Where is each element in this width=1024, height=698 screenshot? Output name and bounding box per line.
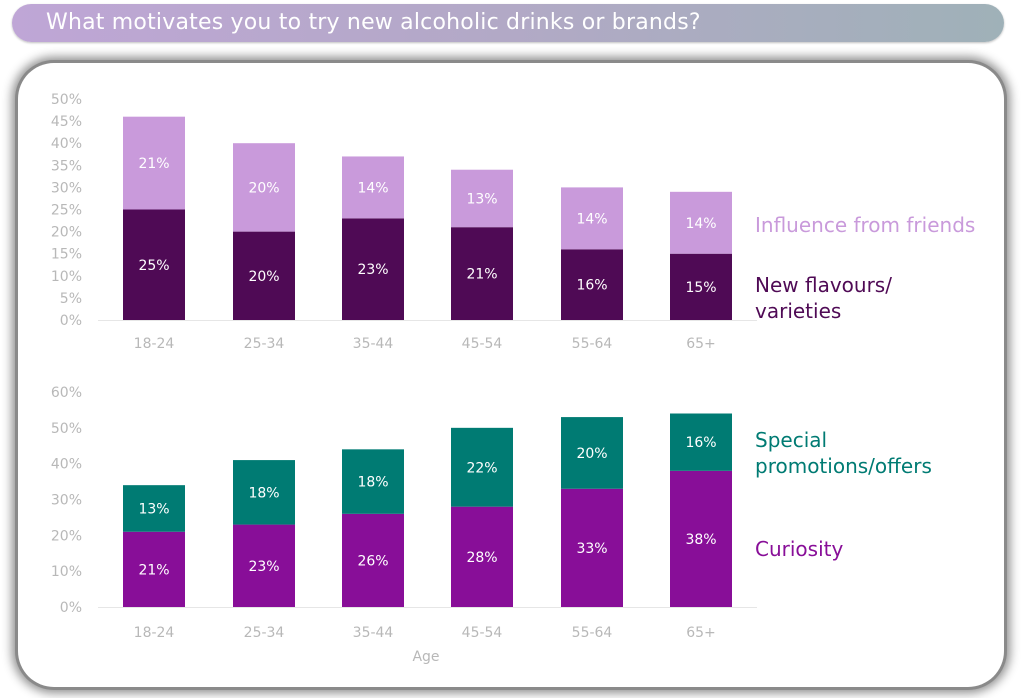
legend-entry: varieties [755, 299, 841, 323]
bar-segment [561, 417, 623, 489]
y-tick-label: 50% [51, 92, 82, 108]
bar-segment [451, 169, 513, 228]
legend-entry: Special [755, 428, 827, 452]
x-tick-label: 35-44 [353, 336, 394, 352]
x-tick-label: 55-64 [572, 625, 613, 641]
bar-segment [342, 156, 404, 219]
bar-segment [233, 231, 295, 320]
bar-segment [451, 427, 513, 507]
bar-segment [233, 524, 295, 607]
bar-segment [561, 187, 623, 250]
data-label: 16% [576, 278, 607, 294]
bar-segment [123, 209, 185, 320]
data-label: 38% [685, 532, 716, 548]
y-tick-label: 35% [51, 158, 82, 174]
bar-segment [123, 531, 185, 607]
legend-entry: Curiosity [755, 537, 843, 561]
bar-segment [451, 227, 513, 320]
bar-segment [670, 191, 732, 254]
x-tick-label: 18-24 [134, 336, 175, 352]
data-label: 18% [357, 475, 388, 491]
y-tick-label: 10% [51, 564, 82, 580]
y-tick-label: 25% [51, 203, 82, 219]
bar-segment [123, 485, 185, 532]
x-tick-label: 25-34 [244, 625, 285, 641]
bar-segment [342, 449, 404, 514]
y-tick-label: 45% [51, 114, 82, 130]
data-label: 23% [357, 262, 388, 278]
x-tick-label: 65+ [686, 625, 716, 641]
bar-segment [451, 506, 513, 607]
legend-entry: Influence from friends [755, 213, 975, 237]
bar-segment [342, 513, 404, 607]
bar-segment [233, 460, 295, 525]
data-label: 20% [248, 269, 279, 285]
data-label: 25% [138, 258, 169, 274]
y-tick-label: 20% [51, 528, 82, 544]
data-label: 14% [357, 180, 388, 196]
x-tick-label: 65+ [686, 336, 716, 352]
data-label: 13% [138, 501, 169, 517]
x-tick-label: 55-64 [572, 336, 613, 352]
bar-segment [561, 249, 623, 320]
data-label: 21% [138, 156, 169, 172]
y-tick-label: 50% [51, 421, 82, 437]
y-tick-label: 10% [51, 269, 82, 285]
title-bar: What motivates you to try new alcoholic … [12, 4, 1004, 42]
data-label: 15% [685, 280, 716, 296]
y-tick-label: 5% [60, 291, 82, 307]
data-label: 33% [576, 541, 607, 557]
legend-entry: New flavours/ [755, 273, 892, 297]
data-label: 26% [357, 553, 388, 569]
data-label: 14% [576, 211, 607, 227]
y-tick-label: 15% [51, 247, 82, 263]
bar-segment [670, 413, 732, 471]
chart-title: What motivates you to try new alcoholic … [46, 10, 701, 35]
bar-segment [561, 488, 623, 607]
y-tick-label: 60% [51, 385, 82, 401]
data-label: 22% [466, 460, 497, 476]
data-label: 14% [685, 216, 716, 232]
bar-segment [233, 143, 295, 232]
y-tick-label: 40% [51, 457, 82, 473]
x-tick-label: 35-44 [353, 625, 394, 641]
x-tick-label: 45-54 [462, 336, 503, 352]
data-label: 16% [685, 435, 716, 451]
y-tick-label: 0% [60, 313, 82, 329]
data-label: 13% [466, 191, 497, 207]
y-tick-label: 0% [60, 600, 82, 616]
data-label: 21% [138, 562, 169, 578]
data-label: 18% [248, 485, 279, 501]
y-tick-label: 20% [51, 225, 82, 241]
bar-segment [123, 116, 185, 210]
data-label: 23% [248, 559, 279, 575]
bar-segment [670, 470, 732, 607]
legend-entry: promotions/offers [755, 454, 932, 478]
x-tick-label: 18-24 [134, 625, 175, 641]
data-label: 20% [248, 180, 279, 196]
y-tick-label: 30% [51, 493, 82, 509]
y-tick-label: 30% [51, 180, 82, 196]
x-axis-title: Age [412, 649, 439, 665]
data-label: 20% [576, 446, 607, 462]
x-tick-label: 25-34 [244, 336, 285, 352]
x-tick-label: 45-54 [462, 625, 503, 641]
y-tick-label: 40% [51, 136, 82, 152]
data-label: 21% [466, 267, 497, 283]
bar-segment [670, 253, 732, 320]
data-label: 28% [466, 550, 497, 566]
bar-segment [342, 218, 404, 320]
